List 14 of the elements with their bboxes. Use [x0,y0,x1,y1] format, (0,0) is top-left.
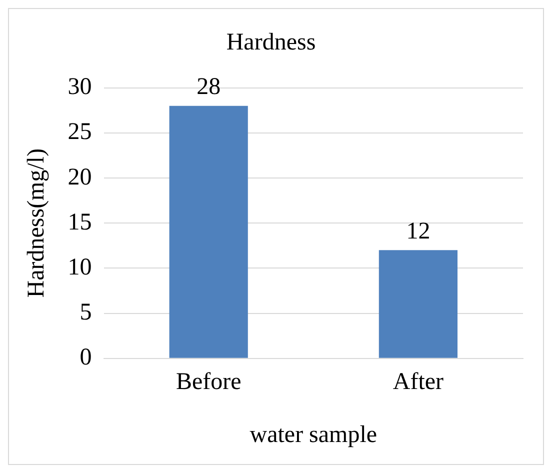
x-tick-label: Before [176,369,242,396]
y-tick-label: 25 [68,119,92,146]
x-tick-label: After [392,369,444,396]
x-axis-title: water sample [250,422,378,448]
y-tick-label: 30 [68,74,92,100]
y-axis-title: Hardness(mg/l) [24,148,50,298]
y-tick-label: 5 [80,300,92,326]
y-tick-label: 10 [68,254,92,280]
data-label: 28 [196,74,221,100]
chart-title: Hardness [226,30,316,56]
y-tick-label: 0 [80,344,92,371]
y-tick-label: 15 [68,209,92,236]
y-tick-label: 20 [68,164,92,190]
data-label: 12 [406,218,430,244]
